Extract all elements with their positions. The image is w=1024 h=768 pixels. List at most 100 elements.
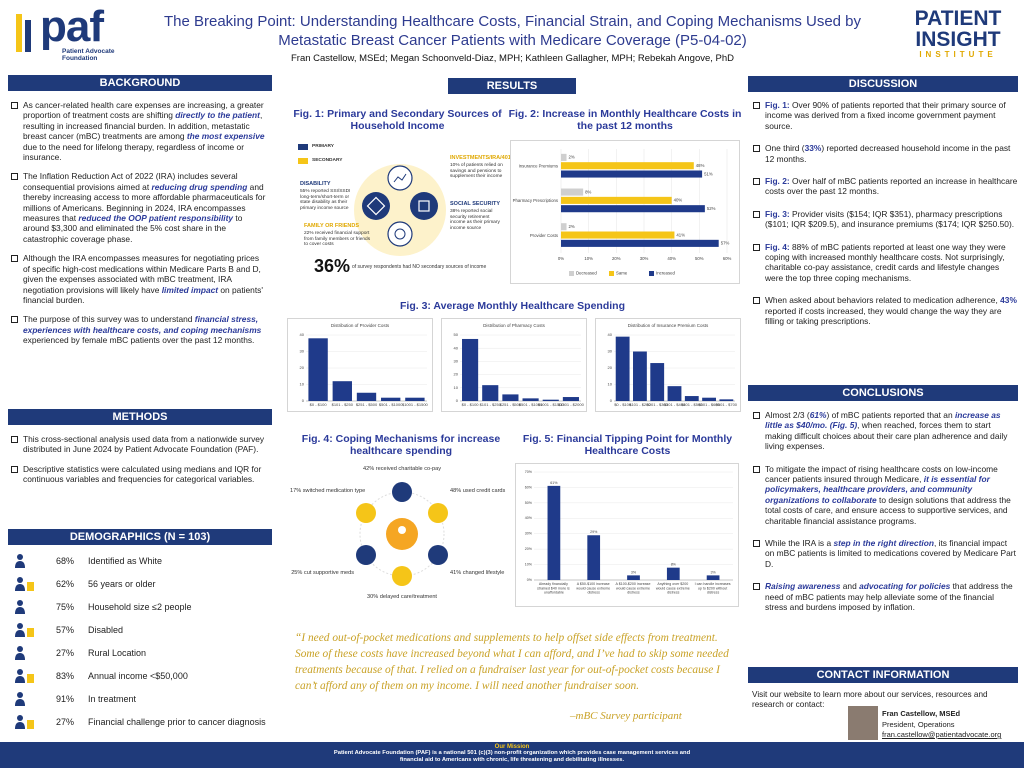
icon [15, 623, 34, 637]
chart-title: Distribution of Provider Costs [331, 323, 390, 328]
bar [522, 398, 539, 401]
income-source: DISABILITY 55% reported SSI/SSDI long-ter… [300, 181, 360, 212]
y-tick-label: 0 [302, 398, 305, 403]
chart-title: Distribution of Pharmacy Costs [483, 323, 546, 328]
x-tick-label: $301 - $400 [664, 402, 686, 407]
coping-label: 17% switched medication type [290, 488, 366, 494]
source-text: 22% received financial support from fami… [304, 230, 371, 248]
bar [561, 205, 705, 213]
label-line: would cause extreme [656, 586, 691, 590]
label-line: distress [707, 591, 720, 595]
node [428, 503, 448, 523]
coping-label: 48% used credit cards [450, 488, 506, 494]
percent: 62% [56, 579, 75, 589]
y-tick-label: 10% [525, 563, 533, 567]
bullet-item: Fig. 2: Over half of mBC patients report… [752, 176, 1018, 197]
text: ) of mBC patients reported that an [826, 410, 955, 420]
text: experienced by female mBC patients over … [23, 335, 255, 346]
x-tick-label: 0% [558, 256, 564, 261]
bar [633, 351, 647, 401]
x-tick-label: A $50-$100 increase would cause extreme … [576, 582, 611, 595]
x-tick-label: 10% [584, 256, 593, 261]
value-label: 48% [696, 163, 705, 168]
bar [405, 397, 425, 401]
emphasis: 61% [809, 410, 827, 420]
label-line: Anything over $200 [657, 582, 689, 586]
demographic-row: 68% Identified as White [8, 551, 270, 571]
text: ) reported decreased household income in… [765, 143, 1011, 164]
icon-part [15, 653, 25, 660]
icon-part [27, 582, 34, 591]
demographic-label: Disabled [88, 625, 124, 635]
text: Almost 2/3 ( [765, 410, 810, 420]
demographic-row: 27% Rural Location [8, 643, 270, 663]
y-tick-label: 40% [525, 516, 533, 520]
logo-graphic [16, 14, 31, 52]
icon-part [17, 577, 23, 583]
emphasis: Fig. 1: [765, 100, 790, 110]
emphasis: reduced the OOP patient responsibility [78, 213, 234, 224]
bar [702, 397, 716, 401]
demographic-label: In treatment [88, 694, 137, 704]
bullet-item: When asked about behaviors related to me… [752, 295, 1018, 326]
section-heading: RESULTS [448, 78, 576, 94]
figure-title: Fig. 3: Average Monthly Healthcare Spend… [399, 300, 625, 312]
section-heading: DEMOGRAPHICS (N = 103) [8, 529, 272, 545]
bar [547, 485, 561, 580]
legend-swatch [298, 144, 308, 150]
bar [561, 153, 567, 161]
legend-label: SECONDARY [312, 158, 343, 163]
percent: 91% [56, 694, 75, 704]
text: due to the need for lifelong therapy, re… [23, 141, 244, 163]
bar [615, 336, 630, 401]
node [356, 503, 376, 523]
contact-name: Fran Castellow, MSEd [882, 709, 961, 718]
percent: 68% [56, 556, 75, 566]
emphasis: Fig. 4: [765, 241, 790, 252]
y-tick-label: 10 [454, 385, 459, 390]
y-tick-label: 10 [608, 382, 613, 387]
icon [15, 669, 34, 683]
icon [15, 692, 25, 706]
bullet-item: One third (33%) reported decreased house… [752, 143, 1018, 164]
section-heading: BACKGROUND [8, 75, 272, 91]
bar [561, 196, 672, 204]
big-stat: 36% [314, 256, 351, 276]
bullet-item: Almost 2/3 (61%) of mBC patients reporte… [752, 410, 1018, 452]
icon-part [15, 607, 25, 614]
emphasis: financial stress, experiences with healt… [23, 314, 262, 335]
contact-email[interactable]: fran.castellow@patientadvocate.org [882, 730, 1002, 739]
contact-photo [848, 706, 878, 740]
bar [587, 535, 601, 580]
bar [706, 575, 720, 580]
bar [482, 385, 499, 401]
icon-circle [387, 221, 413, 247]
logo-word: PATIENT [914, 7, 1002, 30]
icon-part [15, 676, 25, 683]
value-label: 57% [721, 241, 730, 246]
bullet-item: Raising awareness and advocating for pol… [752, 581, 1018, 612]
emphasis: it is essential for policymakers, health… [765, 474, 990, 505]
text: One third ( [765, 143, 805, 154]
icon [366, 196, 386, 216]
icon-part [27, 674, 34, 683]
bullet-item: Descriptive statistics were calculated u… [10, 464, 268, 485]
methods-list: This cross-sectional analysis used data … [10, 434, 268, 494]
fig3-chart: Distribution of Pharmacy Costs 0 10 20 30 40 5… [441, 318, 587, 412]
x-tick-label: $101 - $200 [629, 402, 651, 407]
logo-mark [14, 10, 36, 56]
text: and thereby increasing access to more af… [23, 181, 266, 224]
coping-label: 25% cut supportive meds [291, 570, 354, 576]
y-tick-label: 50 [454, 332, 459, 337]
label-line: A $50-$100 increase [577, 582, 611, 586]
x-tick-label: 40% [667, 256, 676, 261]
demographic-label: 56 years or older [88, 579, 156, 589]
bullet-item: Although the IRA encompasses measures fo… [10, 253, 268, 305]
y-tick-label: 30% [525, 532, 533, 536]
demographic-row: 91% In treatment [8, 689, 270, 709]
icon [418, 200, 430, 212]
y-tick-label: 20% [525, 547, 533, 551]
x-tick-label: $201 - $300 [647, 402, 669, 407]
figure-title: Fig. 4: Coping Mechanisms for increase h… [301, 433, 501, 457]
